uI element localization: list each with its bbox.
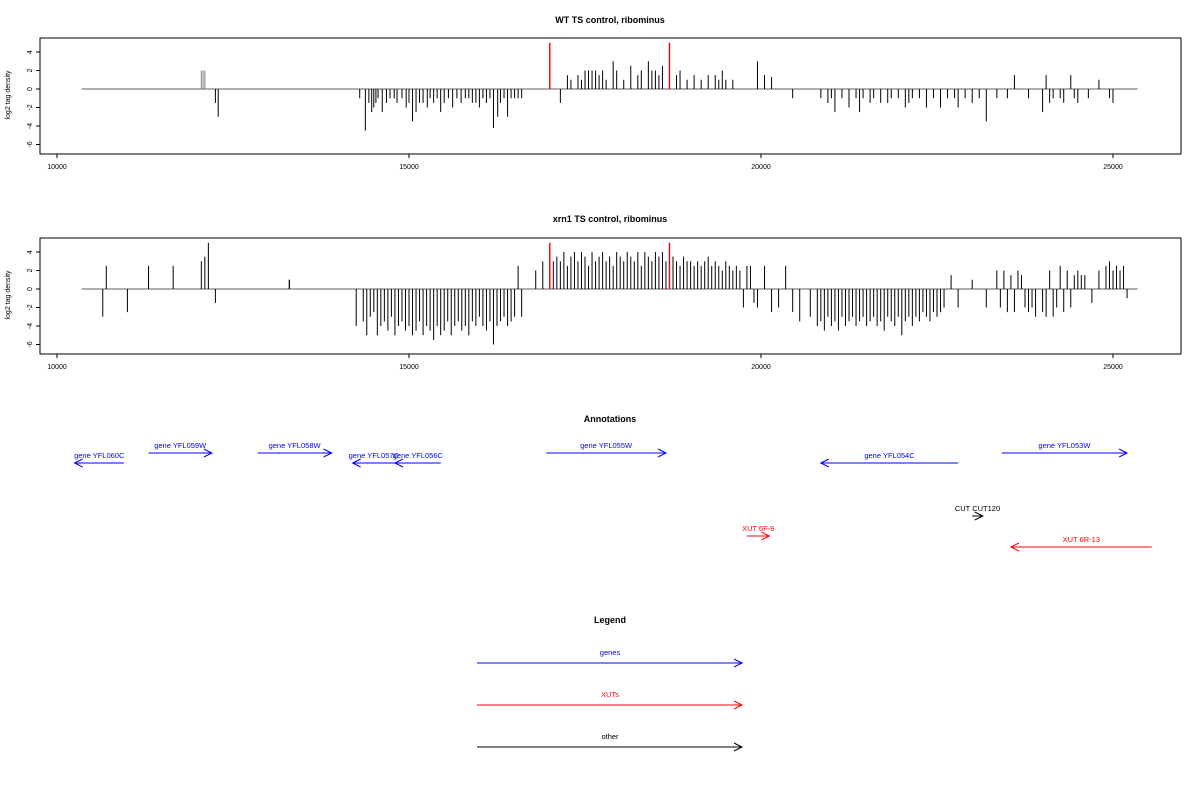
xrn1-plot-box [39, 237, 1182, 355]
genes-feature-label: gene YFL053W [1038, 441, 1091, 450]
x-tick-label: 10000 [47, 364, 67, 371]
legend-panel: Legend genes XUTs other [477, 615, 744, 752]
xrn1-y-axis: -6 -4 -2 0 2 4 [27, 250, 40, 348]
xrn1-panel-title: xrn1 TS control, ribominus [553, 214, 668, 224]
genes-feature-arrow [148, 448, 213, 458]
genes-feature-label: gene YFL058W [269, 441, 322, 450]
genes-feature-arrow [393, 458, 441, 468]
y-tick-label: -4 [27, 323, 34, 329]
y-tick-label: 4 [27, 250, 34, 254]
genes-feature-arrow [546, 448, 668, 458]
wt-y-axis-label: log2 tag density [5, 70, 12, 120]
genes-feature-arrow [73, 458, 124, 468]
y-tick-label: -6 [27, 341, 34, 347]
x-tick-label: 15000 [399, 364, 419, 371]
legend-title: Legend [594, 615, 626, 625]
x-tick-label: 15000 [399, 164, 419, 171]
y-tick-label: -2 [27, 104, 34, 110]
y-tick-label: -2 [27, 304, 34, 310]
xrn1-bars [81, 242, 1138, 345]
wt-y-axis: -6 -4 -2 0 2 4 [27, 50, 40, 148]
x-tick-label: 20000 [751, 364, 771, 371]
y-tick-label: 0 [27, 287, 34, 291]
genes-feature-label: gene YFL060C [74, 451, 125, 460]
legend-label-other: other [601, 732, 619, 741]
genes-feature-arrow [1001, 448, 1129, 458]
xuts-feature-label: XUT 6R-13 [1063, 535, 1100, 544]
y-tick-label: -6 [27, 141, 34, 147]
y-tick-label: 2 [27, 268, 34, 272]
xuts-feature-label: XUT 6F-9 [742, 524, 774, 533]
wt-x-axis: 10000 15000 20000 25000 [47, 154, 1123, 171]
legend-arrow-genes [477, 658, 744, 668]
x-tick-label: 25000 [1103, 164, 1123, 171]
xrn1-x-axis: 10000 15000 20000 25000 [47, 354, 1123, 371]
y-tick-label: 4 [27, 50, 34, 54]
xrn1-panel: xrn1 TS control, ribominus log2 tag dens… [5, 214, 1182, 371]
xrn1-y-axis-label: log2 tag density [5, 270, 12, 320]
annotation-features: gene YFL060C gene YFL059W gene YFL058W gene… [73, 441, 1152, 552]
wt-panel-title: WT TS control, ribominus [555, 15, 665, 25]
x-tick-label: 25000 [1103, 364, 1123, 371]
genes-feature-label: gene YFL054C [864, 451, 915, 460]
genes-feature-arrow [819, 458, 959, 468]
y-tick-label: 0 [27, 87, 34, 91]
genes-feature-label: gene YFL056C [393, 451, 444, 460]
x-tick-label: 10000 [47, 164, 67, 171]
wt-panel: WT TS control, ribominus log2 tag densit… [5, 15, 1182, 171]
genes-feature-label: gene YFL057C [349, 451, 400, 460]
other-feature-arrow [972, 511, 984, 521]
genes-feature-arrow [351, 458, 395, 468]
y-tick-label: 2 [27, 68, 34, 72]
genes-feature-label: gene YFL059W [154, 441, 207, 450]
xuts-feature-arrow [746, 531, 771, 541]
annotations-title: Annotations [584, 414, 637, 424]
xuts-feature-arrow [1009, 542, 1152, 552]
x-tick-label: 20000 [751, 164, 771, 171]
genes-feature-arrow [257, 448, 333, 458]
other-feature-label: CUT CUT120 [955, 504, 1000, 513]
wt-bars [81, 42, 1138, 131]
legend-label-genes: genes [600, 648, 621, 657]
legend-arrow-xuts [477, 700, 744, 710]
genes-feature-label: gene YFL055W [580, 441, 633, 450]
legend-items: genes XUTs other [477, 648, 744, 752]
y-tick-label: -4 [27, 123, 34, 129]
legend-label-xuts: XUTs [601, 690, 619, 699]
wt-plot-box [39, 37, 1182, 155]
legend-arrow-other [477, 742, 744, 752]
